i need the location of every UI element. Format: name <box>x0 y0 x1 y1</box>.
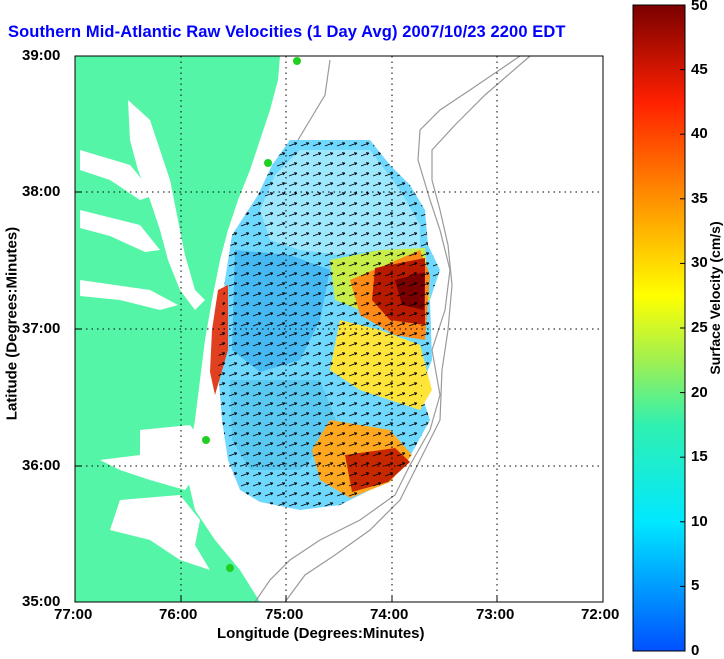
station-marker <box>293 57 301 65</box>
x-tick-label: 75:00 <box>265 606 304 623</box>
colorbar-tick-label: 30 <box>691 254 708 271</box>
colorbar <box>632 4 686 652</box>
x-axis-label: Longitude (Degrees:Minutes) <box>217 625 425 642</box>
station-marker <box>264 159 272 167</box>
colorbar-tick-label: 10 <box>691 513 708 530</box>
colorbar-tick-label: 0 <box>691 642 700 659</box>
bathymetry-contours <box>254 56 531 602</box>
station-marker <box>226 564 234 572</box>
y-tick-label: 36:00 <box>22 457 61 474</box>
velocity-field <box>210 140 440 510</box>
colorbar-tick-label: 15 <box>691 448 708 465</box>
y-axis-label: Latitude (Degrees:Minutes) <box>3 226 21 421</box>
tick-marks <box>74 55 604 603</box>
x-tick-label: 72:00 <box>581 606 620 623</box>
colorbar-tick-label: 45 <box>691 61 708 78</box>
colorbar-tick-label: 20 <box>691 384 708 401</box>
colorbar-ticks <box>680 4 685 652</box>
land-mass <box>75 56 301 602</box>
colorbar-tick-label: 50 <box>691 0 708 14</box>
map-title: Southern Mid-Atlantic Raw Velocities (1 … <box>8 23 566 41</box>
colorbar-label: Surface Velocity (cm/s) <box>707 221 723 375</box>
y-tick-label: 39:00 <box>22 47 61 64</box>
station-marker <box>202 436 210 444</box>
y-tick-label: 37:00 <box>22 320 61 337</box>
colorbar-tick-label: 5 <box>691 577 700 594</box>
x-tick-label: 77:00 <box>54 606 93 623</box>
colorbar-tick-label: 25 <box>691 319 708 336</box>
grid-lines <box>75 56 603 602</box>
y-tick-label: 35:00 <box>22 593 61 610</box>
x-tick-label: 74:00 <box>370 606 409 623</box>
colorbar-tick-label: 35 <box>691 190 708 207</box>
y-tick-label: 38:00 <box>22 183 61 200</box>
x-tick-label: 73:00 <box>476 606 515 623</box>
x-tick-label: 76:00 <box>159 606 198 623</box>
colorbar-tick-label: 40 <box>691 125 708 142</box>
